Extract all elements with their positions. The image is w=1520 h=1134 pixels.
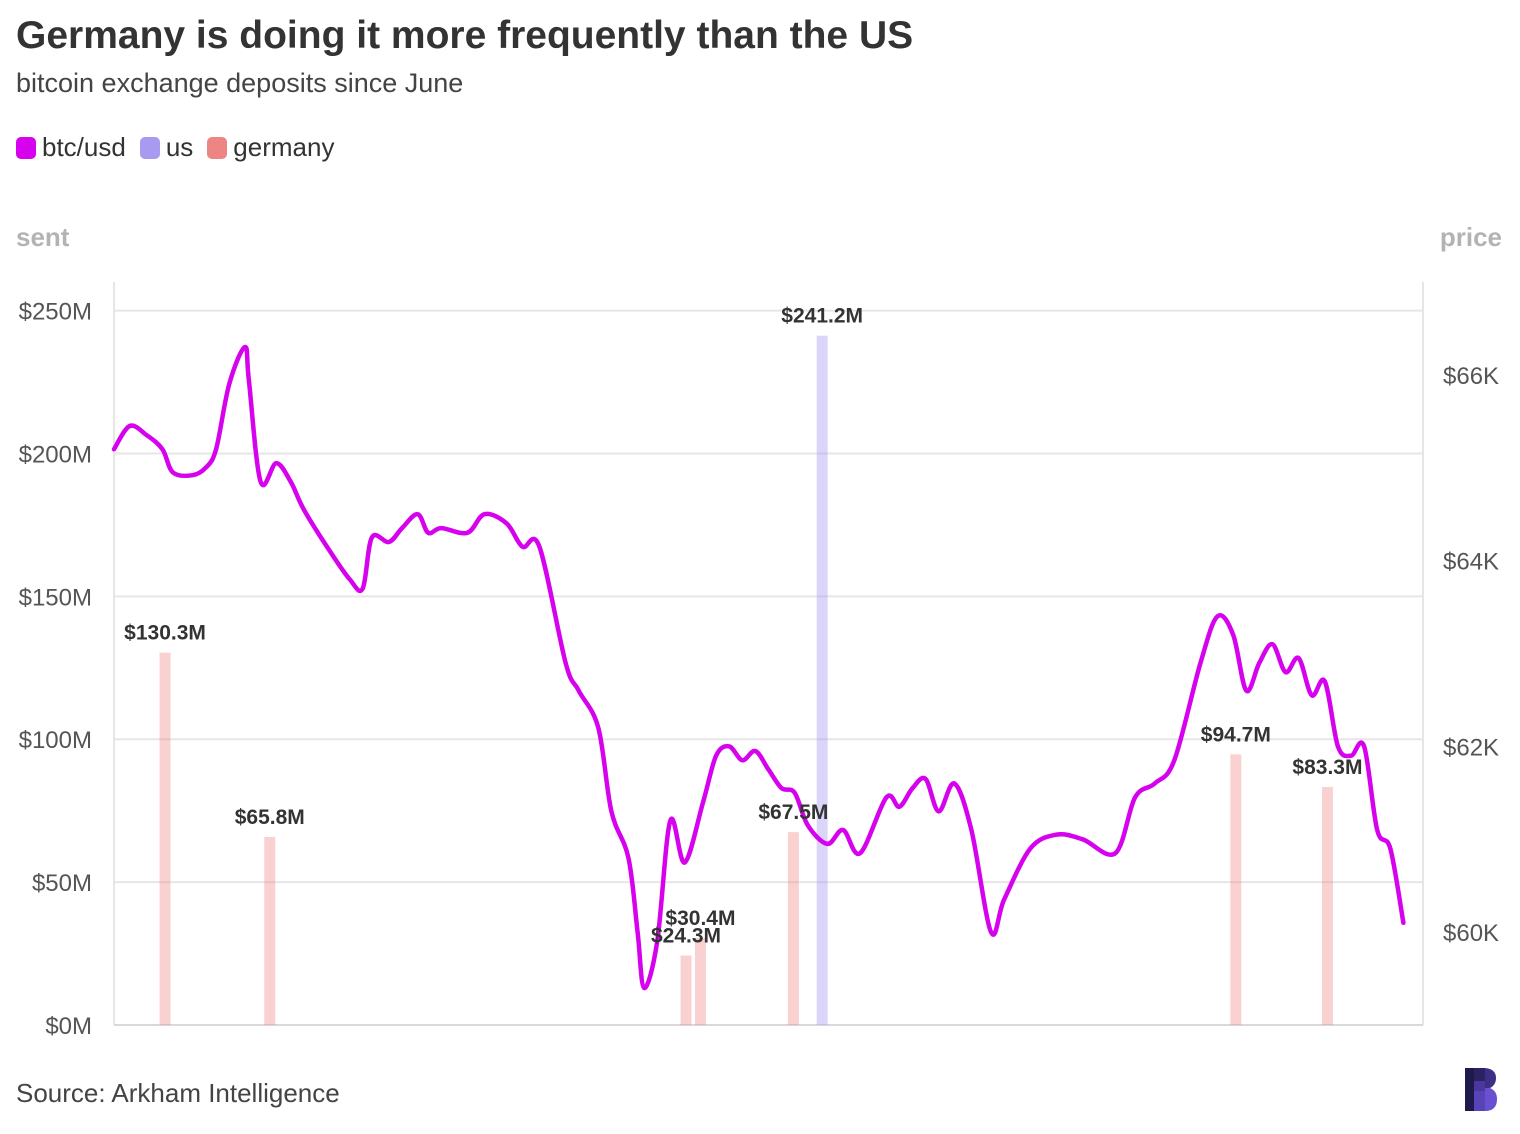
legend-item-germany[interactable]: germany [207, 132, 334, 163]
bar-data-label: $94.7M [1201, 723, 1271, 746]
left-tick-label: $50M [32, 870, 92, 897]
legend: btc/usd us germany [16, 132, 348, 163]
bar-germany [694, 938, 706, 1025]
left-tick-label: $0M [45, 1013, 92, 1040]
bar-data-label: $83.3M [1292, 756, 1362, 779]
legend-label-us: us [165, 132, 194, 162]
bar-germany [1321, 786, 1333, 1025]
bar-germany [787, 832, 799, 1025]
source-note: Source: Arkham Intelligence [16, 1078, 340, 1108]
right-axis-title: price [1439, 222, 1502, 252]
chart-title: Germany is doing it more frequently than… [16, 14, 914, 57]
bar-us [816, 335, 828, 1025]
bar-data-label: $241.2M [781, 305, 863, 328]
legend-item-us[interactable]: us [139, 132, 194, 163]
bar-data-label: $30.4M [665, 907, 735, 930]
left-axis-title: sent [16, 222, 70, 252]
right-tick-label: $64K [1443, 549, 1499, 576]
bar-germany [264, 836, 276, 1025]
right-tick-label: $60K [1443, 920, 1499, 947]
legend-item-btc-usd[interactable]: btc/usd [16, 132, 126, 163]
bar-germany [680, 955, 692, 1025]
legend-label-btc-usd: btc/usd [42, 132, 126, 162]
left-tick-label: $100M [19, 727, 92, 754]
left-tick-label: $250M [19, 299, 92, 326]
legend-swatch-us [139, 136, 160, 159]
bar-data-label: $130.3M [124, 622, 206, 645]
bar-data-label: $65.8M [235, 806, 305, 829]
legend-swatch-btc-usd [16, 136, 36, 159]
brand-b-logo-icon [1465, 1068, 1497, 1111]
bar-germany [159, 652, 171, 1025]
left-tick-label: $150M [19, 584, 92, 611]
chart-canvas: $0M $50M $100M $150M $200M $250M $60K $62K $64K $… [19, 282, 1499, 1040]
chart-subtitle: bitcoin exchange deposits since June [16, 68, 464, 98]
right-tick-label: $66K [1443, 363, 1499, 390]
left-tick-label: $200M [19, 441, 92, 468]
btc-usd-line [111, 344, 1406, 991]
right-tick-label: $62K [1443, 734, 1499, 761]
bar-data-label: $24.3M [651, 925, 721, 948]
bar-data-label: $67.5M [758, 801, 828, 824]
legend-swatch-germany [207, 136, 228, 159]
legend-label-germany: germany [233, 132, 335, 162]
bar-germany [1230, 754, 1242, 1025]
